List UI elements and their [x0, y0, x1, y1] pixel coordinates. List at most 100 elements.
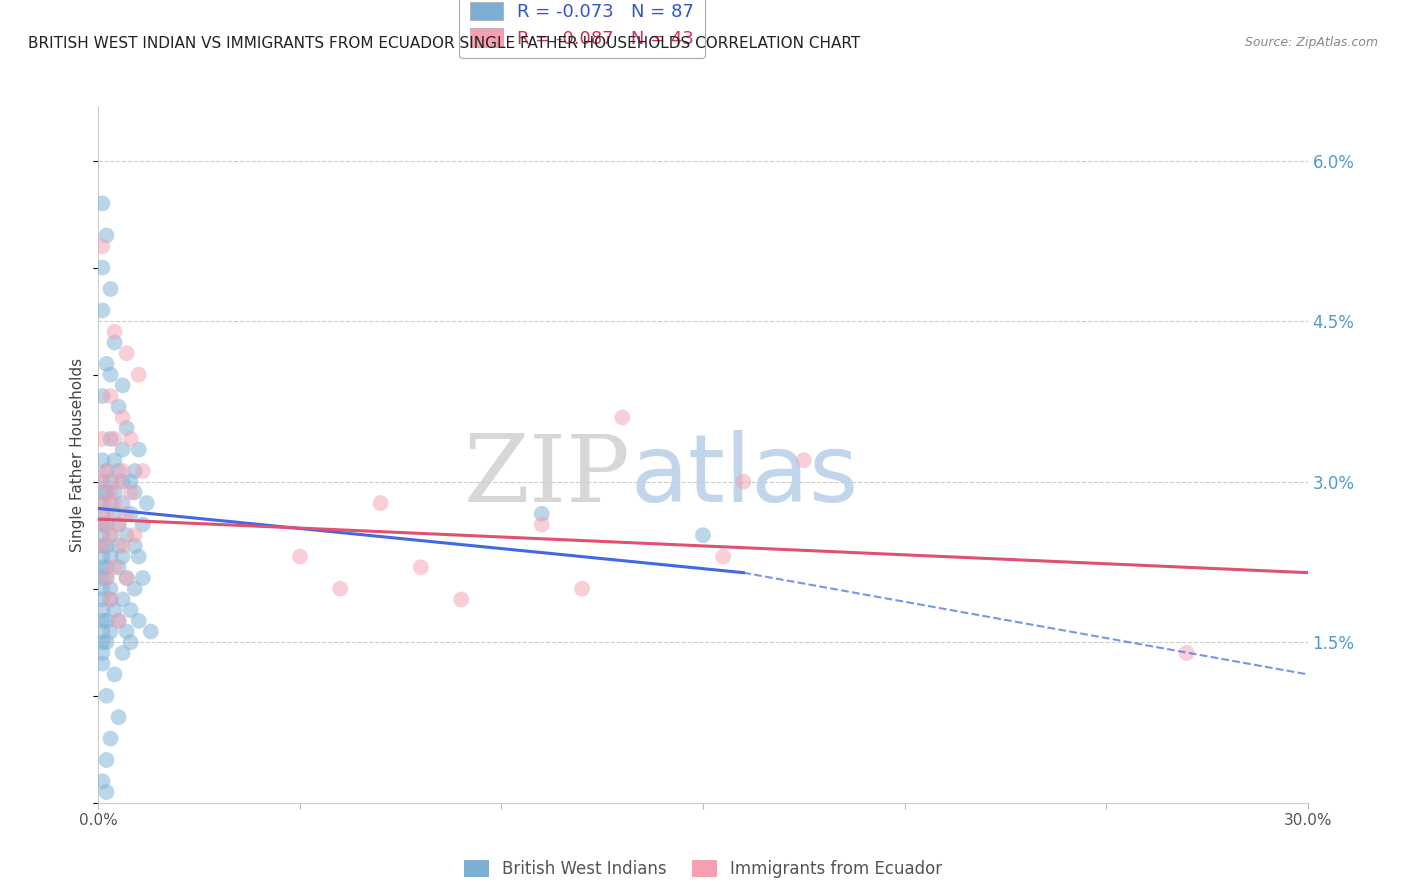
- Point: [132, 464, 155, 478]
- Point: [124, 582, 146, 596]
- Point: [91, 496, 114, 510]
- Point: [100, 389, 122, 403]
- Point: [111, 549, 134, 564]
- Point: [111, 442, 134, 457]
- Point: [91, 528, 114, 542]
- Point: [124, 464, 146, 478]
- Point: [111, 592, 134, 607]
- Point: [91, 571, 114, 585]
- Point: [120, 485, 142, 500]
- Point: [91, 592, 114, 607]
- Point: [91, 389, 114, 403]
- Point: [91, 603, 114, 617]
- Point: [128, 549, 150, 564]
- Point: [120, 432, 142, 446]
- Y-axis label: Single Father Households: Single Father Households: [70, 358, 86, 552]
- Point: [733, 475, 755, 489]
- Point: [103, 603, 125, 617]
- Point: [111, 378, 134, 392]
- Point: [96, 464, 118, 478]
- Point: [103, 496, 125, 510]
- Point: [128, 614, 150, 628]
- Point: [103, 667, 125, 681]
- Point: [103, 485, 125, 500]
- Point: [135, 496, 157, 510]
- Point: [103, 325, 125, 339]
- Point: [91, 475, 114, 489]
- Point: [96, 785, 118, 799]
- Point: [100, 592, 122, 607]
- Point: [107, 475, 129, 489]
- Point: [96, 571, 118, 585]
- Point: [96, 464, 118, 478]
- Point: [530, 517, 553, 532]
- Text: ZIP: ZIP: [464, 431, 630, 521]
- Point: [91, 196, 114, 211]
- Point: [111, 646, 134, 660]
- Point: [91, 260, 114, 275]
- Point: [115, 571, 138, 585]
- Point: [91, 582, 114, 596]
- Point: [100, 549, 122, 564]
- Point: [96, 357, 118, 371]
- Point: [571, 582, 593, 596]
- Point: [96, 635, 118, 649]
- Point: [329, 582, 352, 596]
- Point: [107, 539, 129, 553]
- Point: [91, 453, 114, 467]
- Point: [124, 539, 146, 553]
- Point: [107, 560, 129, 574]
- Point: [96, 539, 118, 553]
- Point: [107, 614, 129, 628]
- Point: [96, 517, 118, 532]
- Point: [115, 346, 138, 360]
- Point: [132, 517, 155, 532]
- Point: [450, 592, 472, 607]
- Point: [115, 624, 138, 639]
- Point: [107, 464, 129, 478]
- Point: [91, 507, 114, 521]
- Point: [132, 571, 155, 585]
- Point: [111, 410, 134, 425]
- Point: [100, 592, 122, 607]
- Point: [96, 560, 118, 574]
- Point: [612, 410, 634, 425]
- Text: atlas: atlas: [630, 430, 859, 522]
- Point: [96, 753, 118, 767]
- Point: [91, 614, 114, 628]
- Point: [96, 689, 118, 703]
- Point: [91, 496, 114, 510]
- Point: [100, 496, 122, 510]
- Point: [91, 475, 114, 489]
- Point: [711, 549, 734, 564]
- Point: [91, 549, 114, 564]
- Legend: British West Indians, Immigrants from Ecuador: British West Indians, Immigrants from Ec…: [457, 854, 949, 885]
- Point: [100, 528, 122, 542]
- Point: [115, 528, 138, 542]
- Point: [111, 539, 134, 553]
- Point: [107, 517, 129, 532]
- Point: [91, 239, 114, 253]
- Point: [139, 624, 162, 639]
- Point: [128, 368, 150, 382]
- Point: [288, 549, 311, 564]
- Point: [124, 485, 146, 500]
- Point: [96, 228, 118, 243]
- Point: [120, 475, 142, 489]
- Point: [91, 646, 114, 660]
- Point: [91, 635, 114, 649]
- Point: [91, 485, 114, 500]
- Point: [96, 571, 118, 585]
- Point: [100, 368, 122, 382]
- Point: [100, 582, 122, 596]
- Point: [111, 475, 134, 489]
- Point: [96, 614, 118, 628]
- Point: [409, 560, 432, 574]
- Point: [111, 464, 134, 478]
- Point: [100, 282, 122, 296]
- Point: [111, 496, 134, 510]
- Point: [91, 303, 114, 318]
- Point: [115, 507, 138, 521]
- Point: [124, 528, 146, 542]
- Point: [370, 496, 392, 510]
